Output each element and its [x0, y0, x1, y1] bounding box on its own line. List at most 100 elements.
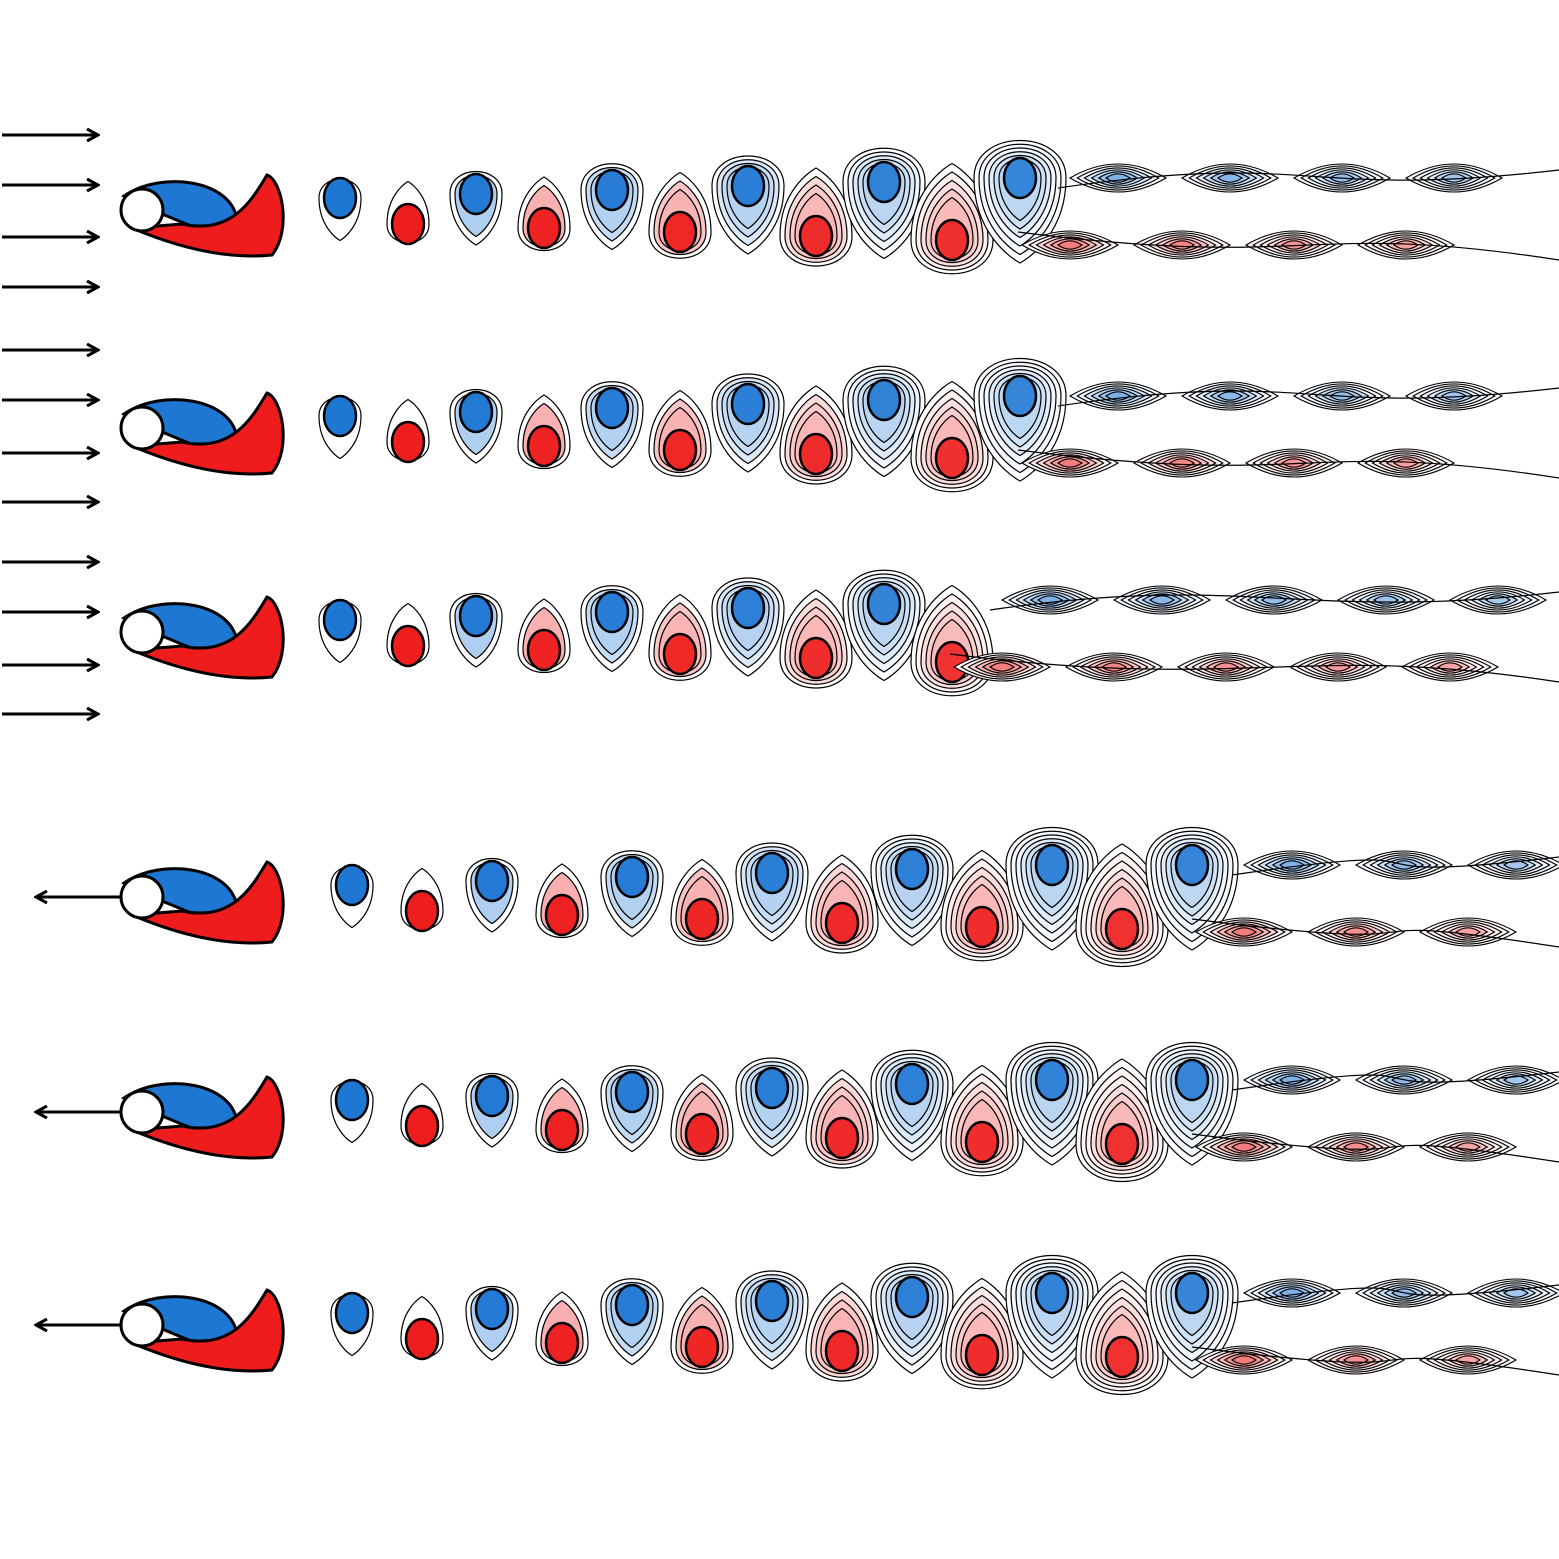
far-wake-vortex [1180, 381, 1280, 411]
vortex [779, 385, 853, 485]
vortex [670, 1073, 734, 1161]
far-wake-vortex [1064, 652, 1164, 682]
vortex [1005, 1041, 1099, 1166]
vortex-core [474, 859, 510, 903]
vortex-core [544, 893, 580, 937]
far-wake-vortex [1244, 230, 1344, 260]
vortex [973, 357, 1067, 482]
vortex [842, 569, 926, 682]
vortex [400, 1082, 444, 1148]
vortex [517, 598, 571, 673]
vortex [870, 1049, 954, 1162]
vortex [1075, 843, 1169, 968]
vortex-core [894, 847, 930, 891]
vortex [648, 593, 712, 681]
vortex [580, 585, 644, 673]
vortex-core [964, 1333, 1000, 1377]
vortex-core [544, 1321, 580, 1365]
vortex-core [754, 1066, 790, 1110]
vortex [600, 1065, 664, 1153]
vortex-core [894, 1062, 930, 1106]
vortex-core [964, 905, 1000, 949]
far-wake-contour [1101, 662, 1127, 672]
vortex-core [662, 632, 698, 676]
vortex [735, 842, 809, 942]
far-wake-contour [989, 662, 1015, 672]
cylinder [119, 874, 165, 920]
vortex [1145, 1041, 1239, 1166]
positive-shear-layer [131, 860, 285, 945]
vortex-core [614, 1283, 650, 1327]
far-wake-vortex [1112, 585, 1212, 615]
vortex-core [1002, 374, 1038, 418]
panel-1 [2, 135, 1559, 287]
positive-shear-layer [131, 173, 285, 258]
vortex-core [1174, 843, 1210, 887]
vortex-core [1104, 907, 1140, 951]
vortex-core [662, 210, 698, 254]
positive-shear-layer [131, 1075, 285, 1160]
vortex-core [594, 590, 630, 634]
vortex-core [458, 172, 494, 216]
vortex [600, 1278, 664, 1366]
panel-6 [36, 1254, 1559, 1396]
vortex-core [798, 214, 834, 258]
far-wake-vortex [1404, 381, 1504, 411]
vortex [386, 602, 430, 668]
vortex [711, 577, 785, 677]
vortex-core [684, 897, 720, 941]
vortex-core [526, 424, 562, 468]
vortex [449, 593, 503, 668]
far-wake-contour [1149, 595, 1175, 605]
vortex [805, 1069, 879, 1169]
far-wake-vortex [1288, 652, 1388, 682]
far-wake-contour-line [1231, 1284, 1559, 1304]
vortex [1005, 826, 1099, 951]
vortex-core [1104, 1122, 1140, 1166]
far-wake-vortex [952, 652, 1052, 682]
vortex [465, 1073, 519, 1148]
far-wake-vortex [1132, 448, 1232, 478]
vortex [1005, 1254, 1099, 1379]
far-wake-vortex [1068, 381, 1168, 411]
vortex-core [390, 624, 426, 668]
vortex [1145, 1254, 1239, 1379]
far-wake-vortex [1306, 1132, 1406, 1162]
far-wake-contour-line [1017, 449, 1559, 479]
vortex-core [390, 202, 426, 246]
vortex [870, 834, 954, 947]
far-wake-contour-line [1017, 231, 1559, 261]
far-wake-vortex [1356, 448, 1456, 478]
vortex-core [474, 1287, 510, 1331]
far-wake-vortex [1194, 917, 1294, 947]
vortex-core [544, 1108, 580, 1152]
vortex-core [594, 386, 630, 430]
vortex-core [526, 628, 562, 672]
vortex-core [866, 160, 902, 204]
vortex [711, 373, 785, 473]
far-wake-contour [1231, 927, 1257, 937]
vortex-core [458, 594, 494, 638]
far-wake-contour [1231, 1355, 1257, 1365]
vortex [711, 155, 785, 255]
vortex-core [1034, 843, 1070, 887]
positive-shear-layer [131, 595, 285, 680]
vortex-core [684, 1112, 720, 1156]
vortex [386, 180, 430, 246]
far-wake-vortex [1194, 1132, 1294, 1162]
far-wake-vortex [1242, 850, 1342, 880]
far-wake-contour [1231, 1142, 1257, 1152]
vortex [805, 1282, 879, 1382]
vortex-core [964, 1120, 1000, 1164]
panel-2 [2, 350, 1559, 502]
vortex-core [322, 598, 358, 642]
vortex-core [322, 176, 358, 220]
far-wake-vortex [1224, 585, 1324, 615]
vortex-core [334, 1291, 370, 1335]
vortex [400, 1295, 444, 1361]
vortex [449, 171, 503, 246]
vortex [535, 1291, 589, 1366]
far-wake-vortex [1000, 585, 1100, 615]
